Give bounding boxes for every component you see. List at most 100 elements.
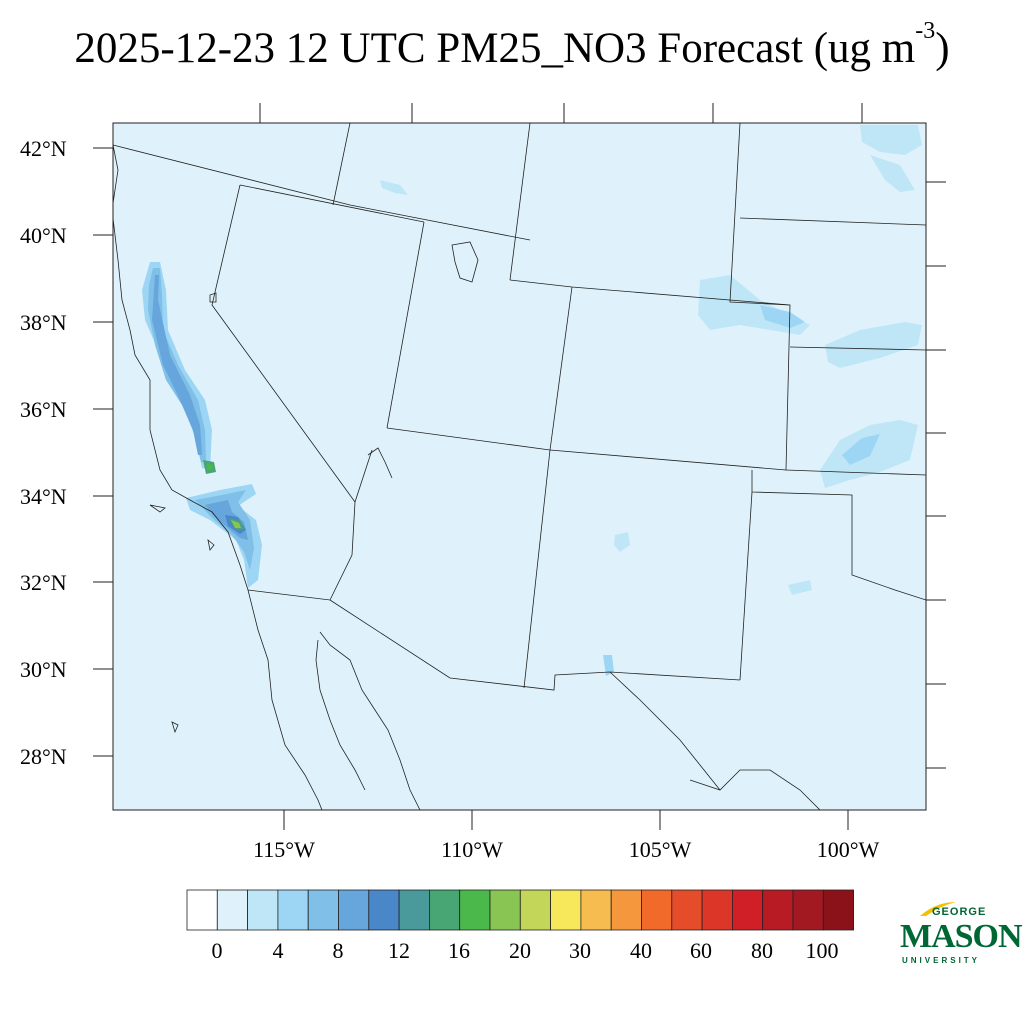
lat-label: 36°N [20, 397, 67, 422]
state-border [247, 449, 373, 601]
lat-label: 28°N [20, 744, 67, 769]
lat-label: 32°N [20, 570, 67, 595]
colorbar-cell [398, 889, 430, 931]
colorbar-tick-label: 12 [388, 938, 410, 963]
colorbar-cell [822, 889, 854, 931]
contour-region [603, 655, 614, 676]
state-border [751, 470, 926, 601]
contour-region [825, 322, 922, 368]
lat-label: 30°N [20, 657, 67, 682]
lat-label: 38°N [20, 310, 67, 335]
latitude-labels: 42°N 40°N 38°N 36°N 34°N 32°N 30°N 28°N [20, 136, 67, 769]
map-title: 2025-12-23 12 UTC PM25_NO3 Forecast (ug … [0, 18, 1024, 73]
colorbar-cell [610, 889, 642, 931]
colorbar-tick-label: 4 [273, 938, 284, 963]
longitude-labels: 115°W 110°W 105°W 100°W [253, 837, 879, 862]
logo-swoosh-icon [920, 902, 956, 916]
contour-region [760, 305, 805, 328]
colorbar-tick-label: 80 [751, 938, 773, 963]
colorbar-cell [307, 889, 339, 931]
lat-label: 40°N [20, 223, 67, 248]
colorbar-cell [277, 889, 309, 931]
river [367, 447, 393, 479]
colorbar [186, 889, 854, 931]
lon-label: 115°W [253, 837, 315, 862]
boundary-lines [113, 123, 926, 810]
logo-line-mason: MASON [900, 918, 1023, 955]
state-border [509, 123, 531, 281]
logo-line-university: UNIVERSITY [902, 956, 981, 965]
colorbar-cell [792, 889, 824, 931]
colorbar-cell [671, 889, 703, 931]
colorbar-cell [186, 889, 218, 931]
country-border [329, 599, 741, 691]
colorbar-labels: 0 4 8 12 16 20 30 40 60 80 100 [212, 938, 839, 963]
lon-label: 105°W [629, 837, 692, 862]
concentration-shading [142, 125, 922, 676]
state-border [549, 286, 573, 451]
colorbar-tick-label: 20 [509, 938, 531, 963]
state-border [523, 449, 551, 689]
colorbar-cell [701, 889, 733, 931]
tick-marks [93, 103, 946, 830]
contour-region [860, 125, 922, 155]
state-border [239, 184, 425, 223]
lake [451, 241, 479, 283]
contour-region [870, 155, 915, 192]
colorbar-cell [216, 889, 249, 931]
state-border [386, 221, 425, 429]
colorbar-cell [550, 889, 582, 931]
coastline [113, 144, 323, 810]
logo-line-george: GEORGE [932, 906, 987, 918]
contour-region [152, 275, 202, 455]
lat-label: 42°N [20, 136, 67, 161]
colorbar-cell [762, 889, 794, 931]
country-border [609, 671, 721, 791]
colorbar-tick-label: 8 [333, 938, 344, 963]
colorbar-tick-label: 60 [690, 938, 712, 963]
colorbar-tick-label: 16 [448, 938, 470, 963]
contour-region [207, 463, 213, 470]
lake [209, 292, 217, 303]
state-border [739, 491, 753, 681]
contour-region [788, 580, 812, 595]
contour-region [842, 434, 880, 465]
colorbar-tick-label: 0 [212, 938, 223, 963]
colorbar-cell [732, 889, 764, 931]
colorbar-tick-label: 30 [569, 938, 591, 963]
title-text: 2025-12-23 12 UTC PM25_NO3 Forecast (ug … [74, 25, 916, 72]
island [171, 721, 179, 734]
lat-label: 34°N [20, 484, 67, 509]
colorbar-cell [338, 889, 370, 931]
colorbar-tick-label: 40 [630, 938, 652, 963]
coastline [319, 631, 421, 810]
colorbar-cell [428, 889, 461, 931]
island [149, 504, 166, 513]
colorbar-tick-label: 100 [806, 938, 839, 963]
colorbar-cell [459, 889, 491, 931]
colorbar-cell [368, 889, 400, 931]
colorbar-cell [247, 889, 279, 931]
title-exponent: -3 [915, 18, 936, 44]
title-close: ) [935, 25, 950, 72]
coastline [315, 639, 366, 791]
colorbar-cell [580, 889, 612, 931]
state-border [739, 217, 926, 226]
coastline [689, 769, 821, 810]
colorbar-cell [519, 889, 551, 931]
map-background [113, 123, 926, 810]
state-border [113, 144, 531, 241]
contour-region [380, 180, 408, 195]
gmu-logo: GEORGE MASON UNIVERSITY [898, 900, 1023, 970]
state-border [789, 346, 926, 351]
contour-region [231, 520, 241, 528]
island [207, 538, 215, 551]
colorbar-cell [489, 889, 521, 931]
lon-label: 100°W [817, 837, 880, 862]
state-border [211, 184, 356, 503]
lon-label: 110°W [441, 837, 503, 862]
map-frame [112, 122, 927, 811]
contour-region [614, 532, 630, 552]
state-border [332, 123, 351, 206]
